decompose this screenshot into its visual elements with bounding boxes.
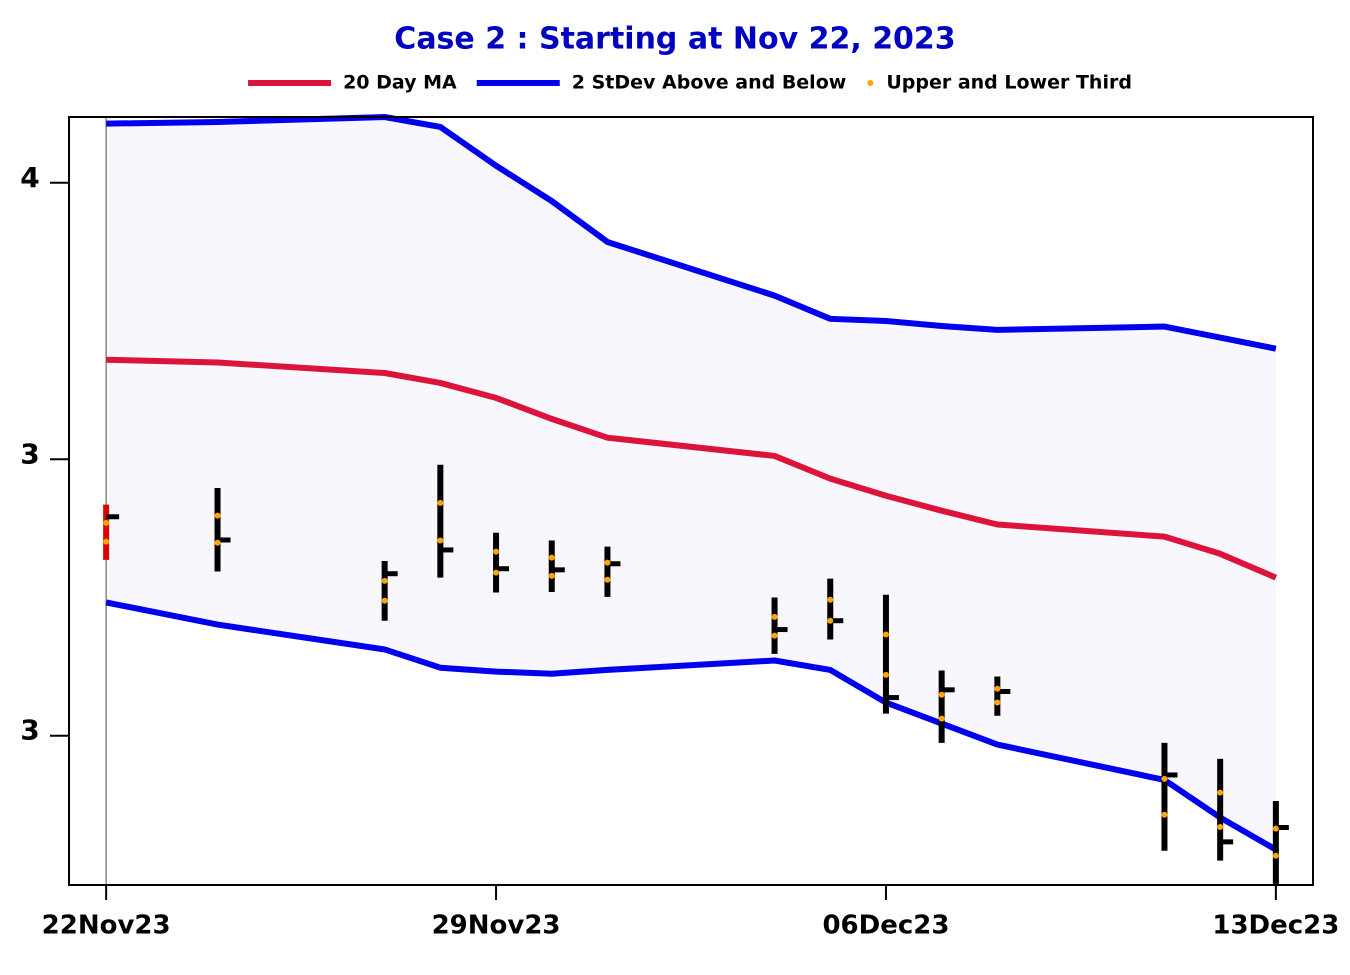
third-dot — [437, 499, 444, 506]
third-dot — [604, 559, 611, 566]
third-dot — [437, 537, 444, 544]
third-dot — [938, 691, 945, 698]
x-tick-label: 29Nov23 — [432, 911, 561, 941]
third-dot — [1161, 811, 1168, 818]
legend-symbol — [867, 80, 874, 86]
third-dot — [994, 685, 1001, 692]
band-fill — [106, 117, 1276, 850]
third-dot — [1272, 825, 1279, 832]
third-dot — [381, 577, 388, 584]
y-tick-label: 4 — [20, 161, 39, 194]
third-dot — [493, 569, 500, 576]
third-dot — [214, 539, 221, 546]
third-dot — [771, 613, 778, 620]
third-dot — [882, 631, 889, 638]
plot-frame — [68, 116, 1314, 886]
third-dot — [1217, 789, 1224, 796]
third-dot — [1217, 823, 1224, 830]
series-line — [106, 114, 1277, 352]
third-dot — [827, 617, 834, 624]
third-dot — [994, 699, 1001, 706]
third-dot — [938, 715, 945, 722]
x-tick-label: 06Dec23 — [822, 911, 949, 941]
third-dot — [548, 554, 555, 561]
x-tick-label: 13Dec23 — [1212, 911, 1339, 941]
third-dot — [103, 519, 110, 526]
legend-label: 2 StDev Above and Below — [572, 72, 847, 94]
chart-title: Case 2 : Starting at Nov 22, 2023 — [394, 22, 955, 57]
y-tick-label: 3 — [20, 714, 39, 747]
third-dot — [548, 572, 555, 579]
third-dot — [1161, 775, 1168, 782]
series-line — [106, 356, 1278, 581]
third-dot — [1272, 852, 1279, 859]
third-dot — [214, 512, 221, 519]
legend-label: 20 Day MA — [343, 72, 457, 94]
series-line — [105, 599, 1278, 853]
third-dot — [827, 596, 834, 603]
third-dot — [381, 597, 388, 604]
third-dot — [771, 632, 778, 639]
x-tick-label: 22Nov23 — [42, 911, 171, 941]
y-tick-label: 3 — [20, 437, 39, 470]
third-dot — [103, 538, 110, 545]
third-dot — [882, 671, 889, 678]
third-dot — [604, 576, 611, 583]
third-dot — [493, 548, 500, 555]
legend-label: Upper and Lower Third — [886, 72, 1132, 94]
